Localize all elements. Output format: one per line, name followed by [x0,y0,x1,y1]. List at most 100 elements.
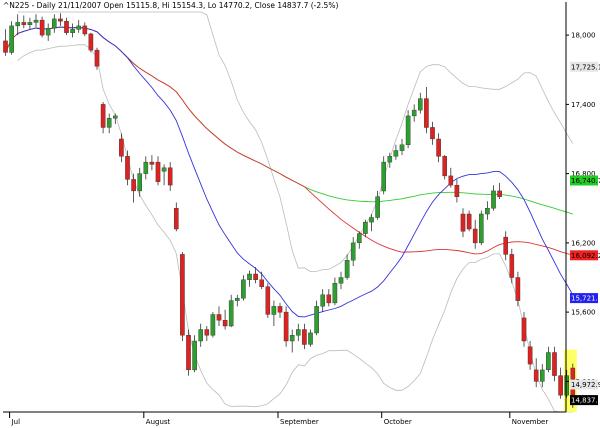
candle [253,267,258,284]
candle [320,289,326,313]
candle [234,294,240,307]
candle [546,346,551,373]
candle [302,323,307,350]
candle-body [222,320,228,327]
candle-body [509,254,515,278]
candle-body [186,335,191,371]
candle-body [289,335,295,342]
candle [173,202,179,232]
candle-body [131,179,136,192]
candle [277,302,283,318]
price-tag-box [570,293,598,304]
candle-body [533,369,539,382]
candle-body [369,217,374,223]
candle [332,277,338,306]
candle-body [564,375,569,396]
candle [186,329,191,376]
candle [387,152,393,168]
candle [509,248,515,284]
candle-body [442,156,448,177]
y-tick-label: 17,400 [571,101,596,109]
candle-body [119,138,124,157]
price-tag-label: 16,092.2 [571,252,600,260]
candle-body [39,19,45,36]
candle-body [52,18,57,29]
price-tag: 16,092.2 [570,250,600,261]
candle [411,104,417,122]
candle [418,92,423,114]
candle-body [234,298,240,301]
candle-body [357,233,362,244]
bollinger-upper-line [17,11,574,273]
candle-body [192,340,197,371]
candle-body [393,150,399,157]
candle-body [137,173,143,192]
x-tick-label: August [146,418,171,426]
candle-body [112,115,118,119]
candle-body [15,22,21,27]
candle [52,14,57,33]
candle [296,323,301,341]
candle [70,23,75,38]
candle-body [424,98,429,128]
candle [259,271,265,290]
candle-body [314,306,319,334]
candle [149,155,155,171]
candle-body [436,138,441,157]
candle-body [418,98,423,111]
candles [3,13,576,408]
candle-body [332,283,338,304]
candle [180,252,185,341]
chart-title: ^N225 - Daily 21/11/2007 Open 15115.8, H… [3,1,338,10]
candle-body [411,109,417,117]
candle-body [3,40,8,53]
candle [381,156,387,195]
candle [112,113,118,124]
candle-body [180,254,185,336]
candle-body [454,184,460,197]
candle-body [320,294,326,307]
candle-body [479,213,484,244]
candle [198,323,204,347]
candle-body [350,242,356,261]
price-tag: 14,837.7 [570,395,600,406]
candle-body [100,104,106,128]
ma-fast-line [17,26,574,318]
candle-body [94,49,100,67]
price-tag-box [570,250,598,261]
candle [15,14,21,36]
candle [204,326,210,341]
candle [503,231,509,261]
candle-body [527,346,533,365]
candle [338,271,344,290]
candle-body [45,28,51,36]
candle-body [198,329,204,342]
candle-body [308,332,313,345]
candle-body [143,161,149,174]
candle [228,294,234,328]
candle [448,167,454,188]
price-tag-box [570,379,598,390]
candle [58,13,63,26]
x-tick-label: September [280,418,319,426]
candle [393,144,399,160]
candle [485,201,490,220]
candle-body [558,375,563,396]
candle [125,150,130,186]
candle-body [259,279,265,287]
price-tag-box [570,395,598,406]
candle-body [265,286,271,315]
candle [564,369,569,398]
candle [436,133,441,163]
candle [155,156,161,186]
candle-body [70,29,75,33]
candle [119,133,124,163]
candle [369,214,374,232]
candle [491,185,496,211]
price-tag-label: 14,972.9 [571,381,600,389]
candle [521,312,527,347]
candle-body [381,161,387,192]
candle-body [21,22,27,25]
candle-body [216,314,222,321]
